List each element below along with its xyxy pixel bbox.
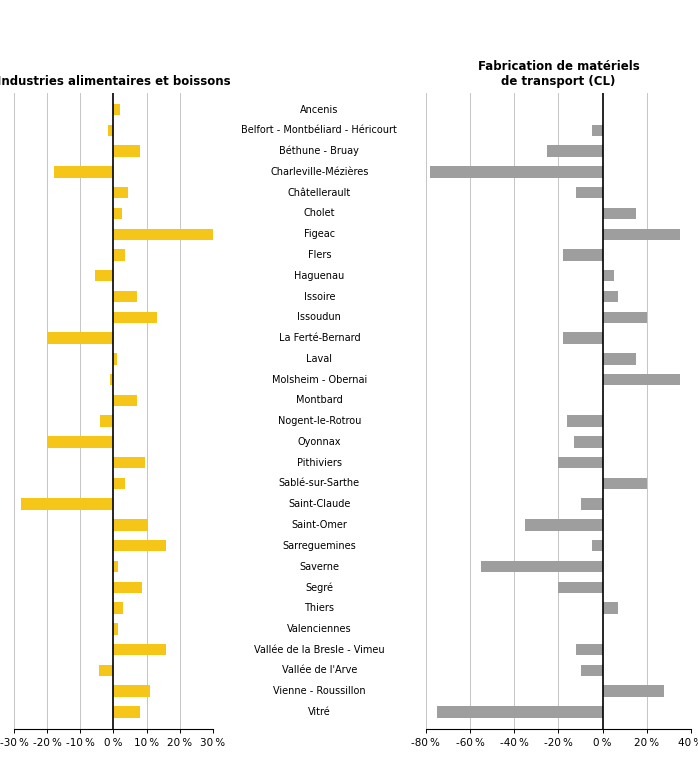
Bar xyxy=(113,602,124,614)
Bar xyxy=(113,644,166,656)
Bar xyxy=(113,208,121,219)
Bar xyxy=(591,125,602,136)
Bar xyxy=(574,436,602,448)
Text: Valenciennes: Valenciennes xyxy=(287,624,352,634)
Text: Saint-Claude: Saint-Claude xyxy=(288,499,350,509)
Bar xyxy=(481,561,602,572)
Text: Segré: Segré xyxy=(305,582,334,593)
Bar xyxy=(602,312,647,323)
Bar xyxy=(98,665,113,676)
Text: Thiers: Thiers xyxy=(304,603,334,613)
Bar xyxy=(113,250,125,260)
Text: Châtellerault: Châtellerault xyxy=(288,188,351,198)
Bar xyxy=(113,685,150,697)
Text: Nogent-le-Rotrou: Nogent-le-Rotrou xyxy=(278,416,361,426)
Bar xyxy=(110,374,113,385)
Text: Cholet: Cholet xyxy=(304,208,335,219)
Text: Oyonnax: Oyonnax xyxy=(297,437,341,447)
Bar xyxy=(113,540,166,552)
Bar xyxy=(602,602,618,614)
Text: Saint-Omer: Saint-Omer xyxy=(291,520,348,530)
Text: Belfort - Montbéliard - Héricourt: Belfort - Montbéliard - Héricourt xyxy=(242,126,397,136)
Bar xyxy=(113,519,148,531)
Bar xyxy=(558,581,602,593)
Text: Vallée de la Bresle - Vimeu: Vallée de la Bresle - Vimeu xyxy=(254,645,385,655)
Bar xyxy=(113,229,213,240)
Bar xyxy=(602,208,636,219)
Text: Figeac: Figeac xyxy=(304,229,335,239)
Bar xyxy=(100,415,113,427)
Bar xyxy=(113,291,137,302)
Bar xyxy=(20,498,113,510)
Bar xyxy=(113,353,117,364)
Bar xyxy=(54,166,113,177)
Bar xyxy=(567,415,602,427)
Text: La Ferté-Bernard: La Ferté-Bernard xyxy=(279,333,360,343)
Bar xyxy=(430,166,602,177)
Text: Molsheim - Obernai: Molsheim - Obernai xyxy=(272,374,367,384)
Bar xyxy=(113,706,140,718)
Bar xyxy=(113,581,142,593)
Text: Sablé-sur-Sarthe: Sablé-sur-Sarthe xyxy=(279,478,360,488)
Bar xyxy=(113,477,125,489)
Bar xyxy=(437,706,602,718)
Bar xyxy=(113,623,119,635)
Title: Industries alimentaires et boissons: Industries alimentaires et boissons xyxy=(0,74,230,88)
Bar xyxy=(602,229,680,240)
Bar xyxy=(602,291,618,302)
Bar xyxy=(113,146,140,157)
Text: Issoire: Issoire xyxy=(304,291,335,301)
Bar xyxy=(113,104,120,115)
Title: Fabrication de matériels
de transport (CL): Fabrication de matériels de transport (C… xyxy=(477,60,639,88)
Bar xyxy=(581,498,602,510)
Bar xyxy=(558,457,602,468)
Bar xyxy=(47,332,113,344)
Bar xyxy=(113,457,145,468)
Bar xyxy=(563,332,602,344)
Bar xyxy=(108,125,113,136)
Text: Vitré: Vitré xyxy=(308,707,331,717)
Text: Ancenis: Ancenis xyxy=(300,105,339,115)
Text: Laval: Laval xyxy=(306,354,332,363)
Text: Montbard: Montbard xyxy=(296,395,343,405)
Bar xyxy=(113,187,128,198)
Bar xyxy=(602,353,636,364)
Bar xyxy=(563,250,602,260)
Text: Issoudun: Issoudun xyxy=(297,312,341,322)
Text: Charleville-Mézières: Charleville-Mézières xyxy=(270,167,369,177)
Text: Vallée de l'Arve: Vallée de l'Arve xyxy=(282,666,357,675)
Bar xyxy=(576,644,602,656)
Text: Saverne: Saverne xyxy=(299,562,339,571)
Bar xyxy=(547,146,602,157)
Bar xyxy=(113,312,156,323)
Bar xyxy=(602,374,680,385)
Bar xyxy=(581,665,602,676)
Text: Flers: Flers xyxy=(308,250,331,260)
Bar xyxy=(591,540,602,552)
Text: Vienne - Roussillon: Vienne - Roussillon xyxy=(273,686,366,696)
Bar xyxy=(576,187,602,198)
Bar xyxy=(602,270,614,281)
Bar xyxy=(602,685,664,697)
Text: Pithiviers: Pithiviers xyxy=(297,458,342,467)
Bar xyxy=(113,394,137,406)
Bar xyxy=(525,519,602,531)
Bar xyxy=(47,436,113,448)
Bar xyxy=(95,270,113,281)
Bar xyxy=(602,477,647,489)
Text: Béthune - Bruay: Béthune - Bruay xyxy=(279,146,359,157)
Text: Sarreguemines: Sarreguemines xyxy=(283,541,356,551)
Bar xyxy=(113,561,119,572)
Text: Haguenau: Haguenau xyxy=(295,270,344,281)
